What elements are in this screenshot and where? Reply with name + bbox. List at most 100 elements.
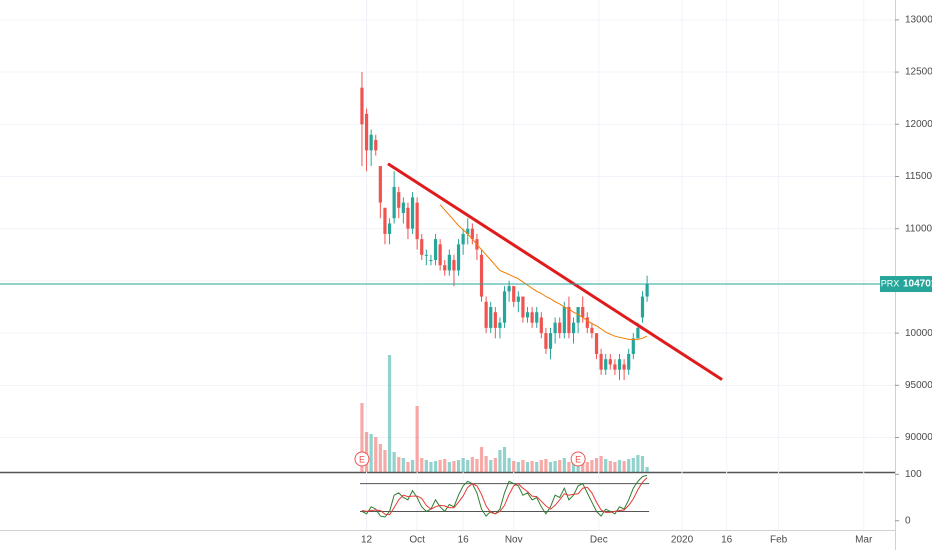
candle-body bbox=[456, 244, 461, 271]
stoch-d-line bbox=[361, 477, 648, 516]
candle-body bbox=[627, 354, 631, 370]
volume-bar bbox=[479, 447, 484, 472]
volume-bar bbox=[571, 460, 576, 472]
x-tick-label: Nov bbox=[505, 535, 523, 546]
volume-bar bbox=[627, 459, 631, 472]
candle-body bbox=[489, 307, 493, 328]
candle-body bbox=[410, 197, 415, 229]
volume-bar bbox=[507, 458, 511, 472]
volume-bar bbox=[360, 403, 364, 472]
candle-body bbox=[631, 338, 635, 354]
volume-bar bbox=[466, 460, 470, 472]
candle-body bbox=[617, 359, 622, 370]
candle-body bbox=[387, 223, 392, 234]
candle-body bbox=[640, 296, 645, 318]
volume-bar bbox=[502, 447, 507, 472]
candle-body bbox=[599, 354, 603, 370]
candle-body bbox=[470, 228, 474, 240]
volume-bar bbox=[599, 456, 603, 472]
candle-body bbox=[406, 207, 410, 229]
volume-bar bbox=[387, 355, 392, 472]
volume-bar bbox=[617, 460, 622, 472]
candle-body bbox=[571, 322, 576, 334]
candle-body bbox=[374, 139, 378, 151]
volume-bar bbox=[498, 450, 502, 472]
candle-body bbox=[498, 322, 502, 328]
volume-bar bbox=[475, 459, 479, 472]
volume-bar bbox=[401, 458, 405, 472]
volume-bar bbox=[364, 432, 369, 472]
event-label: E bbox=[575, 454, 581, 464]
trendline bbox=[387, 162, 723, 381]
x-tick-label: 12 bbox=[361, 535, 373, 546]
event-marker bbox=[570, 451, 586, 467]
x-tick-label: Dec bbox=[590, 535, 608, 546]
volume-bar bbox=[374, 437, 378, 472]
volume-bar bbox=[645, 467, 649, 472]
candle-body bbox=[378, 166, 382, 203]
volume-bar bbox=[493, 458, 497, 472]
volume-bar bbox=[594, 458, 599, 472]
candle-body bbox=[383, 207, 387, 234]
volume-bar bbox=[567, 462, 571, 472]
x-tick-label: 16 bbox=[458, 535, 470, 546]
x-tick-label: Feb bbox=[770, 535, 788, 546]
volume-bar bbox=[433, 461, 438, 472]
volume-bar bbox=[631, 458, 635, 472]
volume-bar bbox=[456, 460, 461, 472]
candle-body bbox=[594, 333, 599, 354]
candle-body bbox=[636, 327, 640, 339]
candle-body bbox=[585, 317, 589, 328]
candle-body bbox=[581, 307, 585, 318]
volume-bar bbox=[438, 460, 442, 472]
volume-bar bbox=[429, 462, 433, 472]
volume-bar bbox=[530, 461, 534, 472]
candle-body bbox=[484, 301, 488, 328]
candle-body bbox=[392, 186, 396, 219]
volume-bar bbox=[397, 457, 401, 472]
volume-bar bbox=[452, 461, 456, 472]
volume-bar bbox=[383, 450, 387, 472]
candle-body bbox=[590, 327, 594, 334]
volume-bar bbox=[636, 455, 640, 472]
x-tick-label: 16 bbox=[721, 535, 733, 546]
volume-bar bbox=[622, 461, 626, 472]
y-tick-label: 125000 bbox=[905, 67, 932, 78]
volume-bar bbox=[539, 460, 543, 472]
candle-body bbox=[452, 260, 456, 271]
candle-body bbox=[438, 244, 442, 266]
volume-bar bbox=[424, 460, 428, 472]
y-tick-label: 95000 bbox=[905, 380, 932, 391]
x-tick-label: 2020 bbox=[671, 535, 694, 546]
candle-body bbox=[447, 254, 451, 271]
candle-body bbox=[415, 202, 419, 240]
candle-body bbox=[525, 312, 530, 318]
candle-body bbox=[479, 254, 484, 297]
candle-body bbox=[567, 307, 571, 334]
candle-body bbox=[401, 202, 405, 214]
x-tick-label: Oct bbox=[409, 535, 425, 546]
candle-body bbox=[539, 317, 543, 334]
candle-body bbox=[512, 286, 516, 302]
volume-bar bbox=[392, 452, 396, 472]
candle-body bbox=[369, 134, 373, 151]
candle-body bbox=[424, 254, 428, 256]
volume-bar bbox=[544, 459, 548, 472]
candle-body bbox=[544, 333, 548, 349]
volume-bar bbox=[461, 458, 465, 472]
volume-bar bbox=[378, 444, 382, 472]
y-tick-label: 110000 bbox=[905, 223, 932, 234]
candle-body bbox=[360, 87, 364, 125]
candle-body bbox=[397, 192, 401, 208]
candle-body bbox=[433, 239, 438, 261]
volume-bar bbox=[585, 462, 589, 472]
candle-body bbox=[466, 228, 470, 234]
candle-body bbox=[461, 233, 465, 245]
candle-body bbox=[420, 239, 424, 255]
volume-bar bbox=[521, 460, 525, 472]
y2-tick-label: 0 bbox=[905, 515, 911, 526]
y-tick-label: 130000 bbox=[905, 14, 932, 25]
volume-bar bbox=[489, 460, 493, 472]
